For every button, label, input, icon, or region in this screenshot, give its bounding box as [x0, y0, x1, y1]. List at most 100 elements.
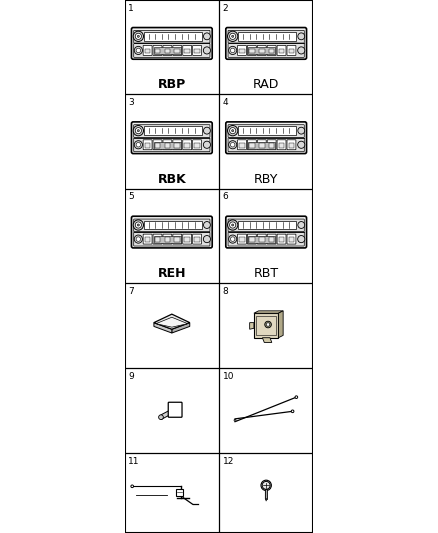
Circle shape [203, 47, 211, 54]
FancyBboxPatch shape [163, 234, 172, 244]
Bar [194, 237, 200, 242]
Bar [194, 49, 200, 53]
FancyBboxPatch shape [277, 45, 286, 55]
Circle shape [135, 222, 141, 228]
FancyBboxPatch shape [134, 232, 210, 246]
Polygon shape [254, 311, 283, 313]
Text: 12: 12 [223, 457, 234, 466]
FancyBboxPatch shape [267, 45, 276, 55]
FancyBboxPatch shape [134, 138, 210, 152]
Bar [239, 143, 245, 148]
Circle shape [229, 235, 237, 243]
Circle shape [137, 35, 139, 37]
Text: 5: 5 [128, 192, 134, 201]
Circle shape [230, 48, 235, 53]
Circle shape [133, 125, 144, 136]
Bar [248, 236, 276, 243]
Circle shape [227, 220, 238, 230]
Circle shape [133, 220, 144, 230]
Circle shape [136, 142, 141, 147]
Circle shape [133, 31, 144, 42]
Bar [155, 143, 160, 148]
FancyBboxPatch shape [228, 219, 304, 232]
Bar [289, 49, 294, 53]
FancyBboxPatch shape [228, 125, 304, 138]
Circle shape [229, 141, 237, 149]
Bar [269, 143, 275, 148]
FancyBboxPatch shape [143, 234, 152, 244]
Circle shape [298, 236, 305, 243]
Circle shape [204, 222, 210, 229]
Polygon shape [156, 317, 187, 327]
Bar [154, 236, 181, 243]
Text: RBK: RBK [157, 173, 186, 185]
FancyBboxPatch shape [134, 219, 210, 232]
Circle shape [261, 480, 272, 490]
FancyBboxPatch shape [267, 140, 276, 150]
Polygon shape [154, 314, 190, 329]
FancyBboxPatch shape [143, 45, 152, 55]
Text: 6: 6 [223, 192, 229, 201]
Circle shape [230, 33, 236, 39]
Polygon shape [172, 322, 190, 333]
Text: RAD: RAD [253, 78, 279, 91]
FancyBboxPatch shape [143, 140, 152, 150]
Text: 11: 11 [128, 457, 140, 466]
Circle shape [134, 46, 142, 54]
Bar [259, 237, 265, 242]
Bar [279, 237, 284, 242]
Circle shape [203, 236, 211, 243]
Text: RBP: RBP [158, 78, 186, 91]
Circle shape [298, 141, 305, 148]
Bar [256, 316, 276, 335]
FancyBboxPatch shape [131, 28, 212, 59]
Polygon shape [262, 338, 272, 342]
Bar [249, 237, 254, 242]
Bar [145, 143, 150, 148]
FancyBboxPatch shape [183, 140, 192, 150]
Circle shape [135, 127, 141, 134]
FancyBboxPatch shape [163, 45, 172, 55]
FancyBboxPatch shape [163, 140, 172, 150]
Bar [289, 237, 294, 242]
FancyBboxPatch shape [247, 45, 256, 55]
Circle shape [265, 321, 272, 328]
FancyBboxPatch shape [173, 45, 182, 55]
FancyBboxPatch shape [183, 45, 192, 55]
Circle shape [204, 127, 210, 134]
Bar [144, 221, 201, 229]
Bar [145, 237, 150, 242]
Bar [174, 237, 180, 242]
Circle shape [203, 141, 211, 148]
Bar [165, 237, 170, 242]
Bar [155, 49, 160, 53]
Circle shape [136, 48, 141, 53]
Circle shape [295, 396, 298, 399]
Text: 9: 9 [128, 372, 134, 381]
Bar [194, 143, 200, 148]
FancyBboxPatch shape [277, 234, 286, 244]
Bar [248, 47, 276, 54]
Polygon shape [250, 322, 254, 329]
FancyBboxPatch shape [228, 30, 304, 43]
FancyBboxPatch shape [173, 140, 182, 150]
Bar [248, 142, 276, 149]
Bar [174, 49, 180, 53]
Bar [184, 237, 190, 242]
FancyBboxPatch shape [193, 140, 201, 150]
FancyBboxPatch shape [287, 45, 296, 55]
Bar [239, 49, 245, 53]
Bar [259, 143, 265, 148]
Polygon shape [154, 322, 172, 333]
Bar [144, 32, 201, 41]
Bar [249, 49, 254, 53]
Bar [239, 237, 245, 242]
Circle shape [135, 33, 141, 39]
FancyBboxPatch shape [153, 45, 162, 55]
Polygon shape [161, 410, 169, 419]
Circle shape [227, 31, 238, 42]
Circle shape [137, 130, 139, 132]
FancyBboxPatch shape [173, 234, 182, 244]
Bar [249, 143, 254, 148]
Circle shape [232, 224, 234, 226]
